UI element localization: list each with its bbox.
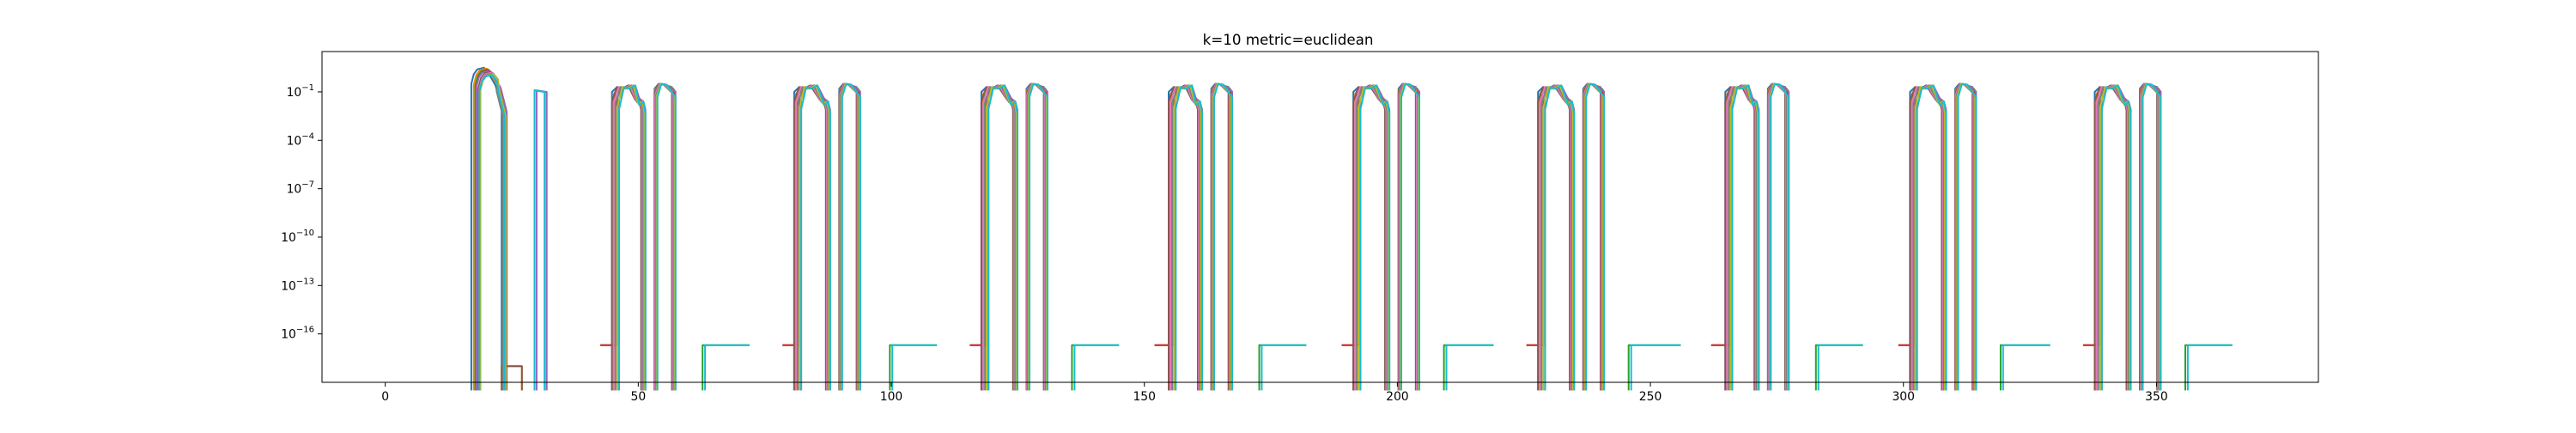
series-line-block-a [987,84,1018,391]
series-line-block-b [1400,82,1420,391]
series-line-block-a [618,84,647,391]
series-line-block-b [840,82,860,391]
series-line-block-a [1154,84,1202,391]
series-line-block-a [1898,84,1947,391]
x-tick-label: 0 [381,390,389,404]
series-line-block-a [969,84,1018,391]
series-line-block-b [1583,82,1604,391]
series-line-block-b [1585,82,1606,391]
x-tick-label: 100 [880,390,903,404]
series-line-tail [1258,344,1307,391]
x-tick-label: 150 [1133,390,1156,404]
series-line-tail [1445,344,1494,391]
series-line-block-a [1544,84,1576,391]
series-line-block-b [1955,82,1976,391]
series-line-first-block [478,71,504,391]
series-line-block-a [2099,84,2131,391]
y-tick-label: 10−7 [287,180,314,197]
series-line-block-a [1542,84,1574,391]
plot-area-frame [321,51,2319,383]
series-line-tail [891,344,938,391]
x-tick-label: 250 [1639,390,1662,404]
series-line-block-b [1399,82,1419,391]
series-line-block-a [984,84,1017,391]
series-line-block-a [1173,84,1202,391]
series-line-tail [889,344,938,391]
series-line-block-b [1957,82,1978,391]
y-tick-label: 10−4 [287,131,314,148]
y-axis: 10−1 10−4 10−7 10−10 10−13 10−16 [281,83,322,342]
series-line-block-a [1358,84,1389,391]
series-line-block-a [1175,84,1203,391]
series-line-block-a [1710,84,1759,391]
series-line-tail [1630,344,1681,391]
series-line-block-a [1731,84,1760,391]
series-layer [470,66,2233,391]
series-line-block-b [1955,82,1976,391]
series-line-block-a [600,84,646,391]
y-tick-label: 10−1 [287,83,314,100]
series-line-block-b [1027,82,1047,391]
series-line-block-a [2083,84,2131,391]
series-line-tail [1627,344,1681,391]
series-line-first-step [501,365,523,391]
series-line-block-a [1916,84,1947,391]
series-line-block-a [1912,84,1945,391]
series-line-block-b [2140,82,2160,391]
series-line-block-a [1526,84,1574,391]
series-line-first-block [479,72,504,391]
series-line-block-b [656,82,677,391]
series-line-tail [1999,344,2050,391]
y-tick-label: 10−10 [281,229,314,245]
series-line-first-block [478,74,506,391]
series-line-block-a [986,84,1018,391]
series-line-block-a [1540,84,1573,391]
series-line-tail [704,344,750,391]
series-line-block-b [1212,82,1233,391]
series-line-block-a [2097,84,2129,391]
series-line-block-b [1028,82,1048,391]
series-line-first-block [477,70,506,391]
series-line-block-b [1027,82,1047,391]
series-line-tail [2002,344,2050,391]
series-line-tail [1073,344,1120,391]
series-line-block-a [800,84,831,391]
x-tick-label: 50 [631,390,647,404]
series-line-block-a [1914,84,1947,391]
series-line-block-b [2140,82,2160,391]
series-line-block-b [1583,82,1604,391]
y-tick-label: 10−13 [281,277,314,293]
series-line-block-a [797,84,829,391]
series-line-block-b [840,82,860,391]
series-line-tail [1071,344,1120,391]
series-line-block-b [1399,82,1419,391]
y-tick-label: 10−16 [281,326,314,342]
series-line-tail [1814,344,1863,391]
chart-title: k=10 metric=euclidean [1203,31,1374,48]
series-line-block-a [782,84,830,391]
series-line-block-a [1359,84,1391,391]
series-line-block-a [799,84,830,391]
series-line-tail [1443,344,1494,391]
series-line-block-a [2100,84,2132,391]
series-line-block-b [1770,82,1790,391]
series-line-block-b [841,82,861,391]
series-line-block-a [616,84,646,391]
x-tick-label: 350 [2145,390,2168,404]
x-tick-label: 200 [1386,390,1409,404]
x-axis: 0 50 100 150 200 250 300 350 [381,382,2168,404]
series-line-block-a [1341,84,1389,391]
series-line-second-block [533,89,546,391]
series-line-tail [702,344,750,391]
series-line-block-b [2142,82,2162,391]
series-line-tail [2186,344,2233,391]
series-line-tail [1817,344,1863,391]
x-tick-label: 300 [1892,390,1915,404]
series-line-block-a [1356,84,1388,391]
series-line-tail [1261,344,1307,391]
series-line-tail [2184,344,2233,391]
